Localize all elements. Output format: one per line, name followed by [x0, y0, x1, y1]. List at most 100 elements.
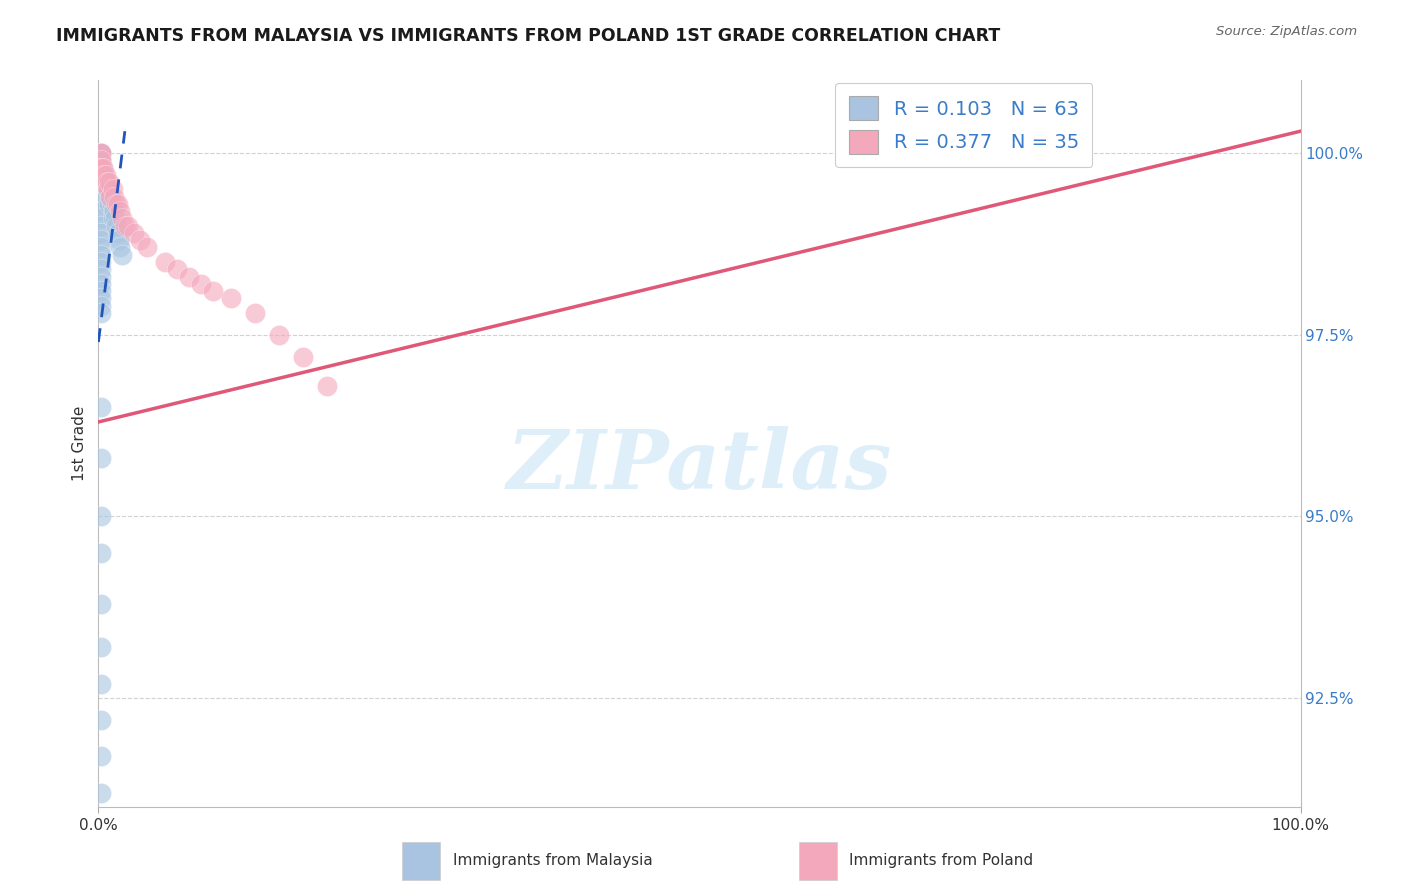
- Point: [108, 240, 131, 254]
- Point: [114, 219, 136, 233]
- Point: [90, 597, 112, 611]
- Point: [94, 168, 117, 182]
- Point: [108, 233, 131, 247]
- Point: [219, 291, 242, 305]
- Point: [90, 306, 112, 320]
- Point: [96, 189, 118, 203]
- Point: [90, 262, 112, 277]
- Point: [177, 269, 200, 284]
- Point: [291, 350, 314, 364]
- Point: [267, 327, 290, 342]
- Text: Immigrants from Poland: Immigrants from Poland: [849, 854, 1033, 868]
- Point: [90, 299, 112, 313]
- Point: [90, 161, 112, 175]
- Point: [111, 248, 134, 262]
- Point: [91, 168, 114, 182]
- Point: [124, 226, 146, 240]
- Point: [90, 451, 112, 466]
- Point: [117, 219, 139, 233]
- Point: [90, 182, 112, 196]
- Point: [100, 189, 122, 203]
- Point: [90, 168, 112, 182]
- Point: [96, 175, 118, 189]
- Point: [90, 284, 112, 298]
- Point: [90, 640, 112, 655]
- Point: [101, 182, 124, 196]
- Point: [90, 153, 112, 168]
- Point: [107, 226, 129, 240]
- FancyBboxPatch shape: [402, 842, 440, 880]
- Point: [90, 233, 112, 247]
- Point: [90, 197, 112, 211]
- Point: [91, 175, 114, 189]
- Point: [98, 189, 121, 203]
- Point: [90, 161, 112, 175]
- Point: [90, 255, 112, 269]
- Point: [90, 161, 112, 175]
- Point: [90, 168, 112, 182]
- Point: [135, 240, 157, 254]
- Point: [90, 153, 112, 168]
- Point: [103, 204, 125, 219]
- FancyBboxPatch shape: [799, 842, 837, 880]
- Point: [90, 168, 112, 182]
- Point: [103, 189, 125, 203]
- Point: [90, 401, 112, 415]
- Point: [153, 255, 176, 269]
- Point: [129, 233, 152, 247]
- Point: [105, 197, 128, 211]
- Point: [97, 182, 120, 196]
- Point: [90, 211, 112, 226]
- Point: [201, 284, 224, 298]
- Point: [100, 189, 122, 203]
- Point: [315, 378, 337, 392]
- Point: [90, 786, 112, 800]
- Point: [90, 269, 112, 284]
- Point: [190, 277, 212, 291]
- Point: [101, 204, 124, 219]
- Text: IMMIGRANTS FROM MALAYSIA VS IMMIGRANTS FROM POLAND 1ST GRADE CORRELATION CHART: IMMIGRANTS FROM MALAYSIA VS IMMIGRANTS F…: [56, 27, 1001, 45]
- Point: [90, 153, 112, 168]
- Text: Immigrants from Malaysia: Immigrants from Malaysia: [453, 854, 652, 868]
- Y-axis label: 1st Grade: 1st Grade: [72, 406, 87, 482]
- Point: [105, 219, 128, 233]
- Point: [90, 546, 112, 560]
- Point: [111, 211, 134, 226]
- Point: [96, 182, 118, 196]
- Point: [90, 146, 112, 161]
- Legend: R = 0.103   N = 63, R = 0.377   N = 35: R = 0.103 N = 63, R = 0.377 N = 35: [835, 83, 1092, 167]
- Point: [90, 509, 112, 524]
- Point: [90, 161, 112, 175]
- Point: [97, 182, 120, 196]
- Point: [90, 182, 112, 196]
- Point: [100, 197, 122, 211]
- Point: [93, 175, 115, 189]
- Point: [90, 248, 112, 262]
- Point: [90, 204, 112, 219]
- Point: [90, 175, 112, 189]
- Point: [166, 262, 188, 277]
- Point: [90, 146, 112, 161]
- Point: [104, 211, 127, 226]
- Point: [90, 146, 112, 161]
- Point: [90, 146, 112, 161]
- Point: [108, 204, 131, 219]
- Point: [93, 182, 115, 196]
- Point: [243, 306, 266, 320]
- Point: [90, 175, 112, 189]
- Point: [90, 240, 112, 254]
- Text: Source: ZipAtlas.com: Source: ZipAtlas.com: [1216, 25, 1357, 38]
- Point: [93, 168, 115, 182]
- Point: [98, 197, 121, 211]
- Point: [90, 713, 112, 727]
- Point: [107, 197, 129, 211]
- Point: [90, 277, 112, 291]
- Point: [90, 189, 112, 203]
- Point: [98, 175, 121, 189]
- Point: [90, 226, 112, 240]
- Point: [90, 676, 112, 690]
- Point: [90, 749, 112, 764]
- Point: [90, 291, 112, 305]
- Point: [101, 211, 124, 226]
- Point: [94, 175, 117, 189]
